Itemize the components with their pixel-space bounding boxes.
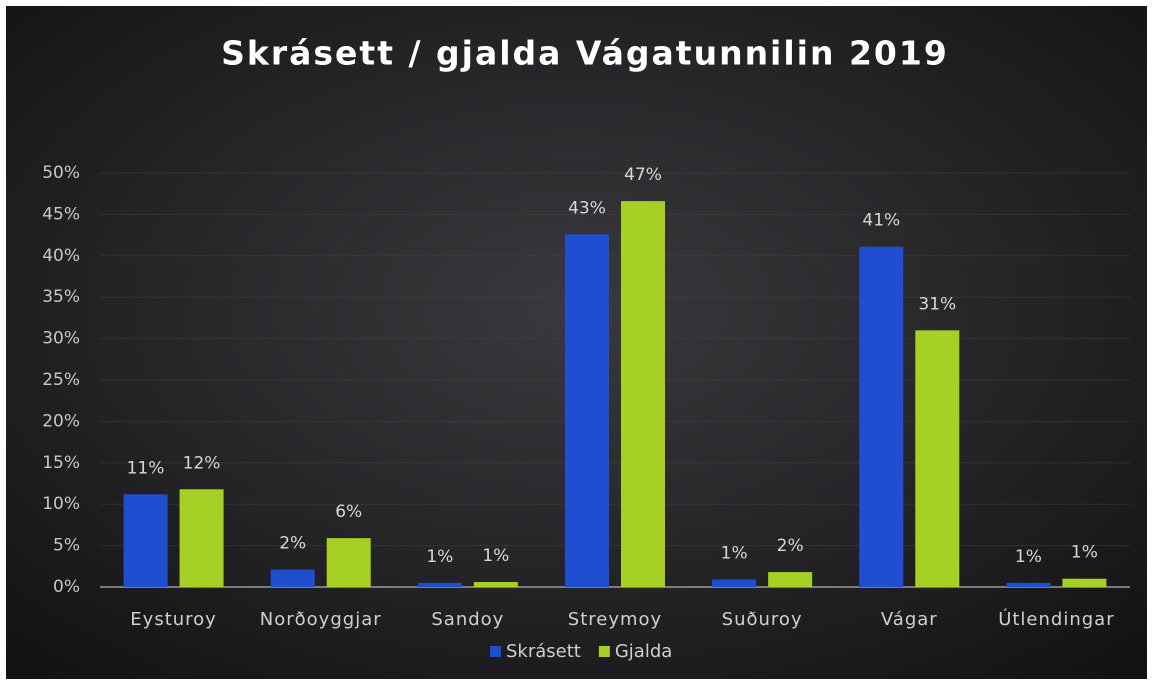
data-label: 11% bbox=[127, 458, 165, 478]
data-label: 43% bbox=[568, 198, 606, 218]
legend-label: Skrásett bbox=[506, 641, 581, 662]
y-tick-label: 15% bbox=[42, 453, 80, 473]
bar bbox=[768, 572, 813, 587]
bar bbox=[621, 201, 665, 588]
y-tick-label: 10% bbox=[42, 494, 80, 514]
data-label: 1% bbox=[1015, 547, 1042, 567]
x-tick-label: Útlendingar bbox=[998, 608, 1114, 630]
data-label: 1% bbox=[1071, 543, 1098, 563]
x-tick-label: Suðuroy bbox=[722, 609, 803, 630]
bar bbox=[326, 538, 371, 587]
y-tick-label: 0% bbox=[53, 577, 80, 597]
y-tick-label: 25% bbox=[42, 370, 80, 390]
chart-title: Skrásett / gjalda Vágatunnilin 2019 bbox=[221, 34, 949, 73]
x-tick-label: Vágar bbox=[881, 609, 938, 630]
data-label: 6% bbox=[335, 502, 362, 522]
x-tick-label: Sandoy bbox=[431, 609, 504, 630]
data-label: 41% bbox=[862, 211, 900, 231]
legend-label: Gjalda bbox=[615, 641, 672, 662]
data-label: 1% bbox=[426, 547, 453, 567]
data-label: 47% bbox=[624, 165, 662, 185]
bar bbox=[915, 330, 960, 587]
bar bbox=[473, 582, 518, 587]
bar bbox=[179, 489, 224, 587]
data-label: 12% bbox=[183, 453, 221, 473]
bar bbox=[712, 579, 757, 587]
x-tick-label: Streymoy bbox=[568, 609, 662, 630]
bar bbox=[1006, 582, 1051, 587]
bar bbox=[1062, 578, 1107, 587]
y-tick-label: 35% bbox=[42, 287, 80, 307]
data-label: 1% bbox=[482, 546, 509, 566]
bar bbox=[270, 569, 315, 587]
x-tick-label: Norðoyggjar bbox=[260, 609, 382, 630]
data-label: 1% bbox=[721, 544, 748, 564]
y-tick-label: 20% bbox=[42, 411, 80, 431]
y-tick-label: 5% bbox=[53, 536, 80, 556]
y-tick-label: 45% bbox=[42, 204, 80, 224]
legend-swatch bbox=[490, 646, 501, 657]
bar bbox=[123, 494, 168, 587]
y-tick-label: 40% bbox=[42, 246, 80, 266]
data-label: 31% bbox=[918, 294, 956, 314]
data-label: 2% bbox=[279, 534, 306, 554]
legend-swatch bbox=[598, 646, 610, 657]
bar bbox=[565, 234, 609, 587]
bar bbox=[417, 582, 462, 587]
x-tick-label: Eysturoy bbox=[130, 609, 217, 630]
y-tick-label: 30% bbox=[42, 329, 80, 349]
data-label: 2% bbox=[777, 536, 804, 556]
bar bbox=[859, 246, 904, 587]
y-tick-label: 50% bbox=[42, 163, 80, 183]
